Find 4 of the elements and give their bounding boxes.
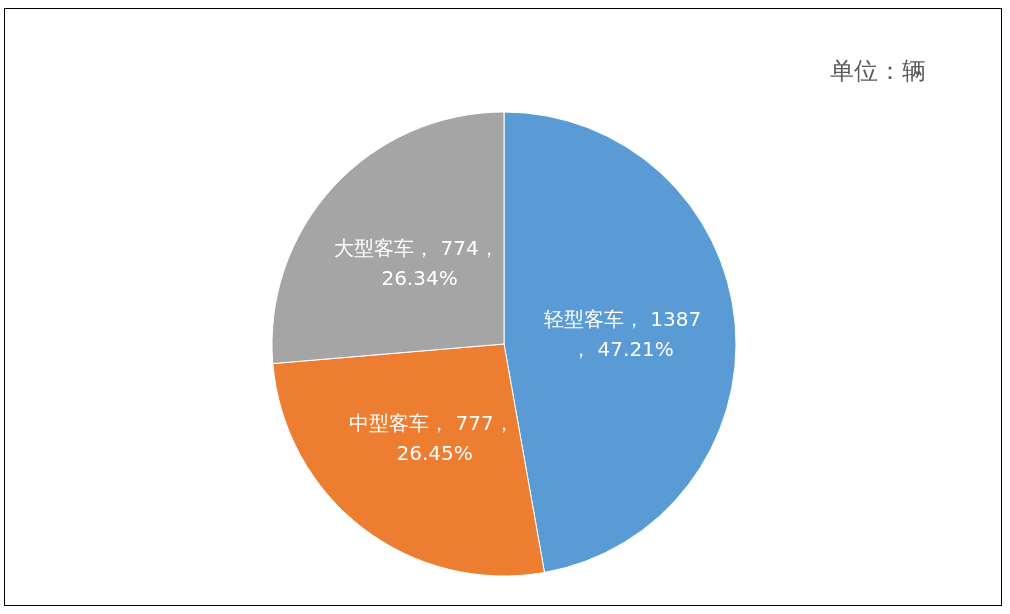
- text: 单位：辆: [830, 57, 926, 85]
- slice-label: 中型客车， 777， 26.45%: [349, 411, 514, 466]
- slice-label: 大型客车， 774， 26.34%: [334, 236, 499, 291]
- slice-label: 轻型客车， 1387， 47.21%: [543, 306, 702, 361]
